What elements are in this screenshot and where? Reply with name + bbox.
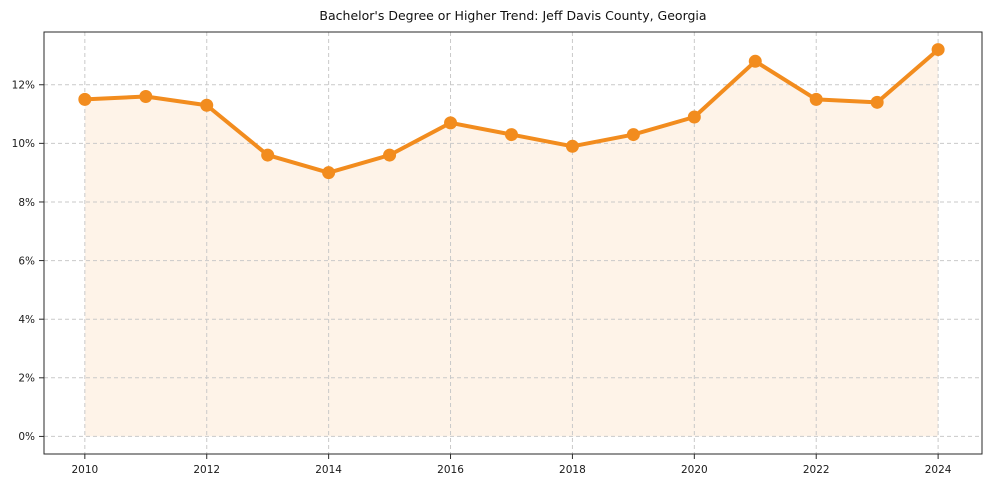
area-fill: [84, 49, 939, 437]
y-tick-label: 4%: [18, 314, 35, 326]
data-point-2020: [687, 110, 701, 124]
data-point-2015: [383, 148, 397, 162]
y-tick-label: 8%: [18, 197, 35, 209]
y-tick-label: 0%: [18, 431, 35, 443]
y-tick-label: 10%: [12, 138, 35, 150]
data-point-2013: [261, 148, 275, 162]
x-tick-label: 2018: [559, 464, 586, 476]
data-point-2017: [504, 128, 518, 142]
data-point-2024: [931, 43, 945, 57]
x-tick-label: 2024: [925, 464, 952, 476]
chart-title: Bachelor's Degree or Higher Trend: Jeff …: [319, 8, 707, 23]
data-point-2010: [78, 92, 92, 106]
x-tick-label: 2022: [803, 464, 830, 476]
y-tick-label: 6%: [18, 255, 35, 267]
data-point-2023: [870, 95, 884, 109]
data-point-2022: [809, 92, 823, 106]
x-tick-label: 2012: [193, 464, 220, 476]
data-point-2011: [139, 89, 153, 103]
data-point-2021: [748, 54, 762, 68]
x-tick-label: 2016: [437, 464, 464, 476]
data-point-2019: [626, 128, 640, 142]
data-point-2014: [322, 166, 336, 180]
x-tick-label: 2014: [315, 464, 342, 476]
y-tick-label: 2%: [18, 373, 35, 385]
axis-frame: [43, 31, 983, 455]
x-tick-label: 2020: [681, 464, 708, 476]
data-point-2012: [200, 98, 214, 112]
x-tick-label: 2010: [71, 464, 98, 476]
data-point-2016: [444, 116, 458, 130]
y-tick-label: 12%: [12, 80, 35, 92]
data-point-2018: [565, 139, 579, 153]
